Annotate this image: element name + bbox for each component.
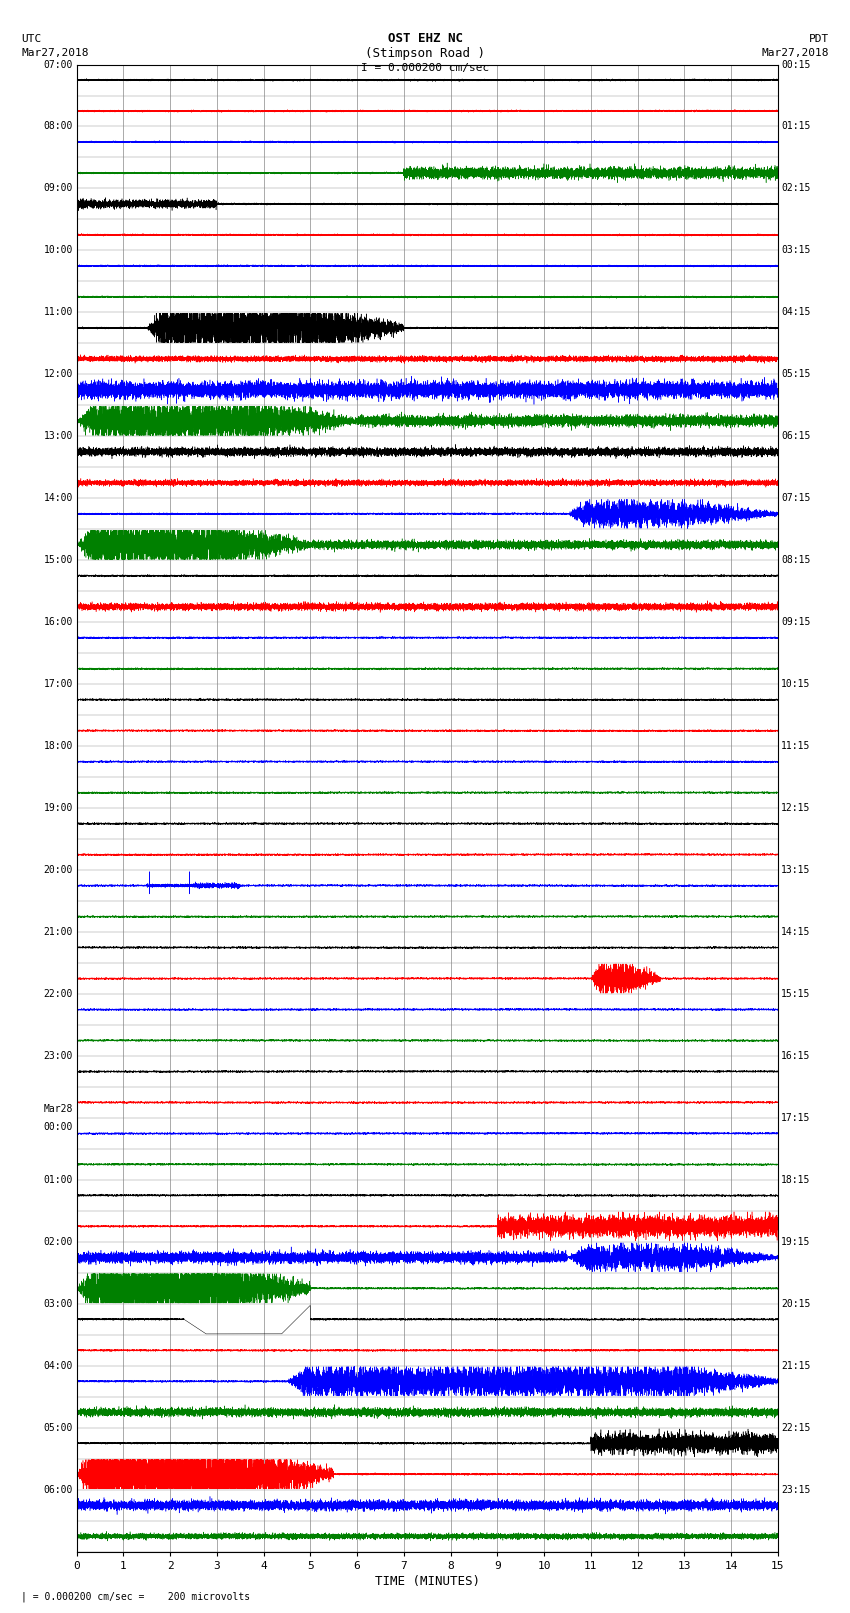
Text: 19:00: 19:00 <box>43 803 73 813</box>
Text: 00:15: 00:15 <box>781 60 811 69</box>
Text: | = 0.000200 cm/sec =    200 microvolts: | = 0.000200 cm/sec = 200 microvolts <box>21 1592 251 1602</box>
Text: 15:15: 15:15 <box>781 989 811 998</box>
Text: 17:00: 17:00 <box>43 679 73 689</box>
Text: 20:00: 20:00 <box>43 865 73 876</box>
Text: Mar28: Mar28 <box>43 1103 73 1113</box>
Text: OST EHZ NC: OST EHZ NC <box>388 32 462 45</box>
Text: 16:15: 16:15 <box>781 1052 811 1061</box>
Text: 02:15: 02:15 <box>781 184 811 194</box>
Text: 09:00: 09:00 <box>43 184 73 194</box>
Text: 20:15: 20:15 <box>781 1298 811 1308</box>
Text: 03:15: 03:15 <box>781 245 811 255</box>
Text: 21:00: 21:00 <box>43 927 73 937</box>
Text: 02:00: 02:00 <box>43 1237 73 1247</box>
Text: 23:00: 23:00 <box>43 1052 73 1061</box>
Text: Mar27,2018: Mar27,2018 <box>762 48 829 58</box>
Text: 06:15: 06:15 <box>781 431 811 442</box>
X-axis label: TIME (MINUTES): TIME (MINUTES) <box>375 1574 479 1587</box>
Text: 06:00: 06:00 <box>43 1484 73 1495</box>
Text: 22:00: 22:00 <box>43 989 73 998</box>
Text: 13:00: 13:00 <box>43 431 73 442</box>
Text: (Stimpson Road ): (Stimpson Road ) <box>365 47 485 60</box>
Text: 11:15: 11:15 <box>781 740 811 752</box>
Text: 16:00: 16:00 <box>43 618 73 627</box>
Text: 03:00: 03:00 <box>43 1298 73 1308</box>
Text: 07:00: 07:00 <box>43 60 73 69</box>
Text: 22:15: 22:15 <box>781 1423 811 1432</box>
Text: 08:15: 08:15 <box>781 555 811 565</box>
Text: Mar27,2018: Mar27,2018 <box>21 48 88 58</box>
Text: I = 0.000200 cm/sec: I = 0.000200 cm/sec <box>361 63 489 73</box>
Text: 15:00: 15:00 <box>43 555 73 565</box>
Text: 01:00: 01:00 <box>43 1174 73 1186</box>
Text: 01:15: 01:15 <box>781 121 811 132</box>
Text: UTC: UTC <box>21 34 42 44</box>
Text: 13:15: 13:15 <box>781 865 811 876</box>
Text: 04:15: 04:15 <box>781 308 811 318</box>
Text: 08:00: 08:00 <box>43 121 73 132</box>
Text: 17:15: 17:15 <box>781 1113 811 1123</box>
Text: 19:15: 19:15 <box>781 1237 811 1247</box>
Text: 12:15: 12:15 <box>781 803 811 813</box>
Text: 10:15: 10:15 <box>781 679 811 689</box>
Text: 18:00: 18:00 <box>43 740 73 752</box>
Text: 10:00: 10:00 <box>43 245 73 255</box>
Text: 09:15: 09:15 <box>781 618 811 627</box>
Text: 11:00: 11:00 <box>43 308 73 318</box>
Text: PDT: PDT <box>808 34 829 44</box>
Text: 18:15: 18:15 <box>781 1174 811 1186</box>
Text: 21:15: 21:15 <box>781 1361 811 1371</box>
Text: 14:00: 14:00 <box>43 494 73 503</box>
Text: 00:00: 00:00 <box>43 1123 73 1132</box>
Text: 04:00: 04:00 <box>43 1361 73 1371</box>
Text: 05:15: 05:15 <box>781 369 811 379</box>
Text: 05:00: 05:00 <box>43 1423 73 1432</box>
Text: 14:15: 14:15 <box>781 927 811 937</box>
Text: 07:15: 07:15 <box>781 494 811 503</box>
Text: 23:15: 23:15 <box>781 1484 811 1495</box>
Text: 12:00: 12:00 <box>43 369 73 379</box>
